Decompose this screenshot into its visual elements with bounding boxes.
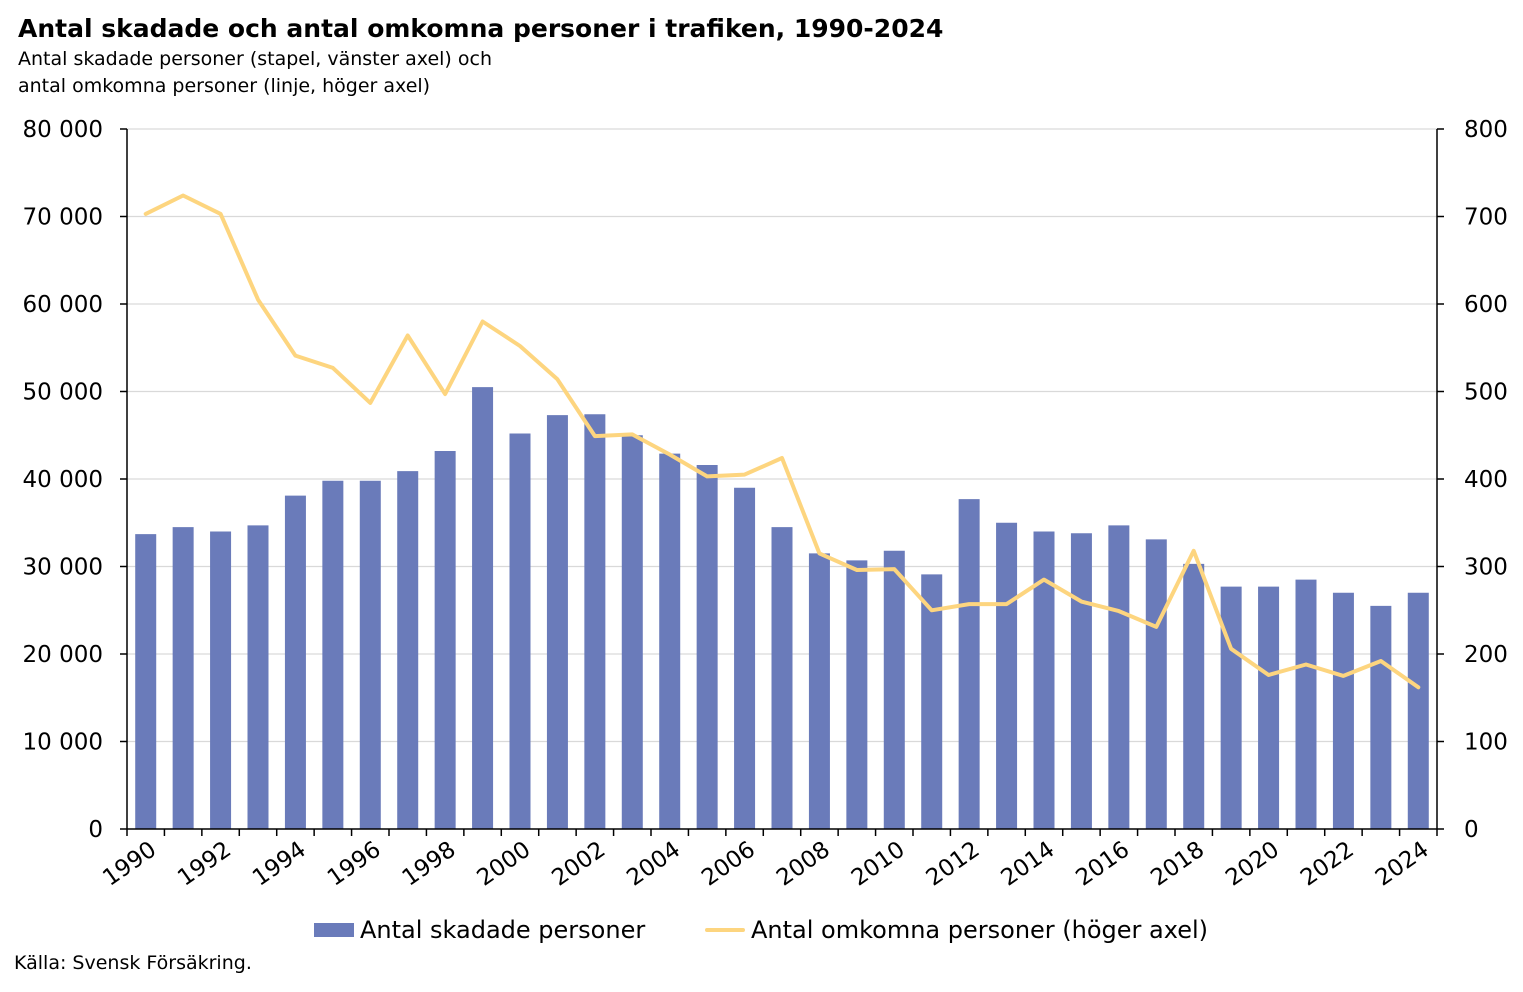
bar-2015: [1070, 533, 1092, 829]
right-tick-label-6: 600: [1464, 292, 1508, 318]
x-tick-label-2024: 2024: [1371, 837, 1434, 892]
source-note: Källa: Svensk Försäkring.: [14, 952, 252, 974]
right-tick-label-8: 800: [1464, 117, 1508, 143]
x-tick-label-1992: 1992: [173, 837, 236, 892]
bar-2000: [509, 433, 531, 829]
bar-2018: [1183, 563, 1205, 829]
x-tick-label-2016: 2016: [1071, 837, 1134, 892]
right-tick-label-0: 0: [1464, 817, 1479, 843]
legend-label-deaths: Antal omkomna personer (höger axel): [751, 916, 1209, 944]
x-tick-label-1996: 1996: [323, 837, 386, 892]
left-tick-label-6: 60 000: [23, 292, 103, 318]
left-tick-label-1: 10 000: [23, 730, 103, 756]
bar-2002: [584, 414, 606, 829]
bar-2013: [996, 522, 1018, 829]
chart-area: 0 10 000 20 000 30 000 40 000 50 000 60 000 70 …: [23, 117, 1508, 892]
x-tick-label-2018: 2018: [1146, 837, 1209, 892]
right-tick-label-1: 100: [1464, 730, 1508, 756]
x-tick-label-1998: 1998: [398, 837, 461, 892]
legend-item-deaths: Antal omkomna personer (höger axel): [705, 916, 1208, 944]
x-tick-label-2004: 2004: [622, 837, 685, 892]
bar-2014: [1033, 531, 1055, 829]
legend-label-injured: Antal skadade personer: [360, 916, 646, 944]
x-tick-label-1990: 1990: [98, 837, 161, 892]
bar-1997: [397, 471, 419, 829]
x-axis-tick-labels: 1990 1992 1994 1996 1998 2000 2002 2004 2006 2008…: [98, 837, 1433, 892]
bar-2016: [1108, 525, 1130, 829]
bar-2011: [921, 574, 943, 829]
right-tick-label-5: 500: [1464, 380, 1508, 406]
left-tick-label-2: 20 000: [23, 642, 103, 668]
x-tick-label-2014: 2014: [997, 837, 1060, 892]
bar-1998: [434, 451, 456, 829]
right-tick-label-2: 200: [1464, 642, 1508, 668]
left-tick-label-0: 0: [88, 817, 103, 843]
left-tick-label-4: 40 000: [23, 467, 103, 493]
bar-1994: [284, 495, 306, 829]
legend-item-injured: Antal skadade personer: [314, 916, 645, 944]
left-tick-label-7: 70 000: [23, 205, 103, 231]
bar-2007: [771, 527, 793, 829]
bar-1995: [322, 480, 344, 829]
left-axis-tick-labels: 0 10 000 20 000 30 000 40 000 50 000 60 000 70 …: [23, 117, 103, 843]
bar-2008: [808, 553, 830, 829]
bar-2024: [1407, 592, 1429, 829]
bar-1996: [359, 480, 381, 829]
right-tick-label-3: 300: [1464, 555, 1508, 581]
chart-subtitle-line-1: Antal skadade personer (stapel, vänster …: [18, 48, 492, 70]
bar-series-injured: [135, 387, 1429, 829]
bar-2006: [734, 487, 756, 829]
bar-2017: [1145, 539, 1167, 829]
axes: [120, 128, 1444, 836]
bar-1990: [135, 534, 157, 829]
x-tick-label-2006: 2006: [697, 837, 760, 892]
bar-1999: [472, 387, 494, 829]
x-tick-label-1994: 1994: [248, 837, 311, 892]
x-tick-label-2000: 2000: [473, 837, 536, 892]
right-axis-tick-labels: 0 100 200 300 400 500 600 700 800: [1464, 117, 1508, 843]
legend-line-swatch: [705, 928, 745, 932]
bar-2009: [846, 560, 868, 829]
bar-2004: [659, 453, 681, 829]
x-tick-label-2012: 2012: [922, 837, 985, 892]
left-tick-label-8: 80 000: [23, 117, 103, 143]
bar-2010: [883, 550, 905, 829]
bar-2019: [1220, 586, 1242, 829]
bar-2012: [958, 499, 980, 829]
x-tick-label-2020: 2020: [1221, 837, 1284, 892]
chart-title: Antal skadade och antal omkomna personer…: [18, 14, 944, 43]
legend-bar-swatch: [314, 923, 354, 937]
bar-2023: [1370, 605, 1392, 829]
left-tick-label-3: 30 000: [23, 555, 103, 581]
bar-2001: [546, 415, 568, 829]
bar-2022: [1332, 592, 1354, 829]
x-tick-label-2010: 2010: [847, 837, 910, 892]
bar-2003: [621, 435, 643, 829]
bar-1992: [210, 531, 232, 829]
x-tick-label-2008: 2008: [772, 837, 835, 892]
gridlines: [127, 128, 1437, 743]
bar-1991: [172, 527, 194, 829]
bar-2005: [696, 465, 718, 829]
chart-subtitle-line-2: antal omkomna personer (linje, höger axe…: [18, 75, 431, 97]
left-tick-label-5: 50 000: [23, 380, 103, 406]
bar-1993: [247, 525, 269, 829]
x-tick-label-2022: 2022: [1296, 837, 1359, 892]
right-tick-label-4: 400: [1464, 467, 1508, 493]
bar-2020: [1258, 586, 1280, 829]
bar-2021: [1295, 579, 1317, 829]
right-tick-label-7: 700: [1464, 205, 1508, 231]
line-series-deaths: [143, 193, 1421, 690]
x-tick-label-2002: 2002: [547, 837, 610, 892]
